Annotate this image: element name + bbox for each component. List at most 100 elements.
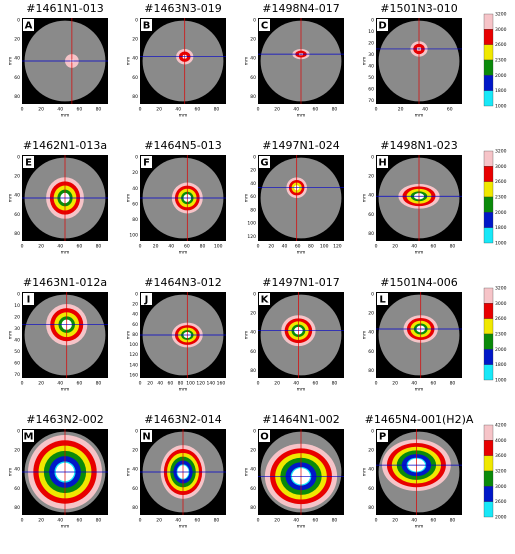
y-axis-label: mm [127,331,132,340]
x-tick-label: 120 [196,381,205,387]
y-axis-label: mm [127,468,132,477]
colorbar-segment [483,364,494,381]
x-tick-label: 0 [375,244,378,250]
colorbar-label: 2000 [495,347,507,353]
colorbar-label: 2000 [495,73,507,79]
colorbar-segment [483,470,494,487]
y-tick-label: 80 [14,94,20,100]
x-axis-label: mm [415,251,424,256]
x-axis-label: mm [61,114,70,119]
x-tick-label: 0 [139,107,142,113]
y-tick-label: 80 [368,231,374,237]
colorbar-segment [483,29,494,45]
x-axis-label: mm [297,251,306,256]
x-tick-label: 60 [194,107,200,113]
x-tick-label: 80 [96,381,102,387]
y-tick-label: 40 [250,330,256,336]
x-axis-label: mm [61,525,70,530]
panel-letter: A [25,21,33,32]
y-tick-label: 0 [253,292,256,298]
x-tick-label: 40 [57,518,63,524]
letter-box [23,293,34,305]
colorbar-label: 1800 [495,225,507,231]
letter-box [259,430,270,442]
y-tick-label: 60 [368,349,374,355]
y-tick-label: 20 [132,302,138,308]
y-tick-label: 60 [250,349,256,355]
x-axis-label: mm [297,114,306,119]
y-tick-label: 80 [250,368,256,374]
panel-letter: B [143,21,151,32]
x-tick-label: 20 [274,518,280,524]
x-tick-label: 0 [21,518,24,524]
x-tick-label: 80 [450,381,456,387]
y-tick-label: 60 [250,486,256,492]
letter-box [377,430,388,442]
y-axis-label: mm [363,57,368,66]
y-tick-label: 30 [368,52,374,58]
y-tick-label: 20 [14,314,20,320]
y-tick-label: 50 [368,75,374,81]
x-tick-label: 60 [430,381,436,387]
panel-title: #1463N3-019 [144,2,221,15]
x-tick-label: 40 [168,244,174,250]
colorbar-segment [483,13,494,30]
colorbar-label: 2600 [495,179,507,185]
letter-box [141,430,152,442]
x-tick-label: 60 [167,381,173,387]
y-tick-label: 40 [14,193,20,199]
x-axis-label: mm [415,114,424,119]
x-tick-label: 80 [450,244,456,250]
colorbar-segment [483,486,494,502]
colorbar-segment [483,440,494,456]
x-tick-label: 0 [21,381,24,387]
y-tick-label: 30 [14,326,20,332]
panel-letter: F [143,158,150,169]
x-tick-label: 80 [214,518,220,524]
y-tick-label: 0 [371,155,374,161]
x-tick-label: 20 [274,107,280,113]
x-tick-label: 0 [21,244,24,250]
colorbar-label: 1000 [495,104,507,110]
y-tick-label: 60 [132,75,138,81]
x-tick-label: 60 [76,381,82,387]
x-tick-label: 80 [332,107,338,113]
letter-box [259,293,270,305]
panel-letter: C [261,21,268,32]
colorbar-label: 1000 [495,378,507,384]
x-tick-label: 20 [274,381,280,387]
colorbar-label: 1800 [495,88,507,94]
colorbar-label: 3600 [495,453,507,459]
y-tick-label: 80 [132,332,138,338]
y-tick-label: 80 [250,94,256,100]
y-axis-label: mm [363,468,368,477]
y-tick-label: 20 [14,448,20,454]
panel-letter: I [27,295,31,306]
y-tick-label: 20 [368,40,374,46]
y-axis-label: mm [127,57,132,66]
y-axis-label: mm [245,331,250,340]
x-tick-label: 80 [332,381,338,387]
colorbar-segment [483,227,494,244]
x-tick-label: 20 [392,381,398,387]
colorbar-label: 2300 [495,332,507,338]
x-tick-label: 80 [200,244,206,250]
colorbar-label: 4000 [495,438,507,444]
x-tick-label: 60 [312,518,318,524]
panel-title: #1463N2-014 [144,413,221,426]
y-tick-label: 20 [250,311,256,317]
colorbar-segment [483,303,494,319]
panel-title: #1498N4-017 [262,2,339,15]
panel-letter: H [378,158,386,169]
x-tick-label: 80 [178,381,184,387]
y-tick-label: 0 [135,292,138,298]
colorbar-label: 2600 [495,42,507,48]
panel-title: #1497N1-024 [262,139,339,152]
y-tick-label: 0 [371,429,374,435]
y-tick-label: 80 [368,505,374,511]
x-tick-label: 80 [450,518,456,524]
x-tick-label: 60 [312,381,318,387]
x-tick-label: 60 [194,518,200,524]
y-tick-label: 80 [368,368,374,374]
